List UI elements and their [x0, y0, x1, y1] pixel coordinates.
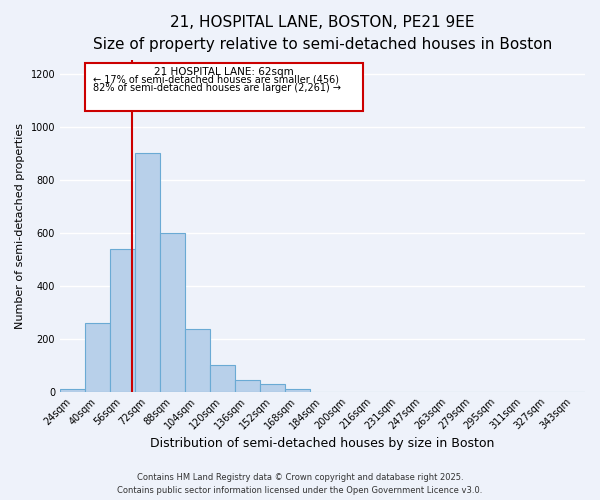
Bar	[260, 384, 285, 392]
Text: 82% of semi-detached houses are larger (2,261) →: 82% of semi-detached houses are larger (…	[93, 83, 341, 93]
Bar	[160, 232, 185, 392]
Title: 21, HOSPITAL LANE, BOSTON, PE21 9EE
Size of property relative to semi-detached h: 21, HOSPITAL LANE, BOSTON, PE21 9EE Size…	[93, 15, 552, 52]
Bar	[85, 322, 110, 392]
Text: ← 17% of semi-detached houses are smaller (456): ← 17% of semi-detached houses are smalle…	[93, 75, 339, 85]
Bar	[285, 389, 310, 392]
Bar	[210, 365, 235, 392]
Text: 21 HOSPITAL LANE: 62sqm: 21 HOSPITAL LANE: 62sqm	[154, 67, 294, 77]
Bar	[135, 153, 160, 392]
Bar	[85, 63, 363, 110]
Bar	[185, 330, 210, 392]
Text: Contains HM Land Registry data © Crown copyright and database right 2025.
Contai: Contains HM Land Registry data © Crown c…	[118, 474, 482, 495]
Bar	[110, 248, 135, 392]
X-axis label: Distribution of semi-detached houses by size in Boston: Distribution of semi-detached houses by …	[151, 437, 495, 450]
Y-axis label: Number of semi-detached properties: Number of semi-detached properties	[15, 123, 25, 329]
Bar	[235, 380, 260, 392]
Bar	[60, 389, 85, 392]
